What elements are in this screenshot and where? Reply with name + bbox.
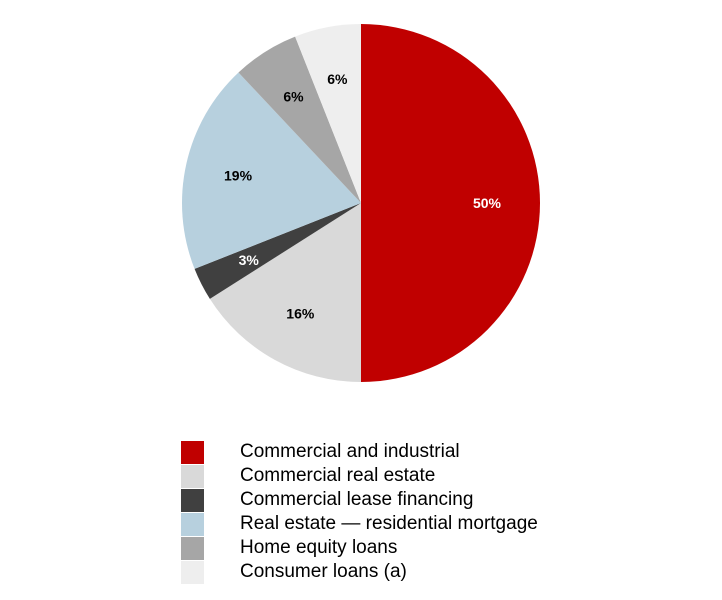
legend-item-commercial-lease-financing: Commercial lease financing xyxy=(181,488,538,512)
pie-chart: 50% 16% 3% 19% 6% 6% xyxy=(182,24,540,382)
pie-slice-commercial-real-estate xyxy=(209,203,361,382)
slice-label-commercial-lease-financing: 3% xyxy=(239,252,260,268)
legend-swatch xyxy=(181,512,204,536)
slice-label-home-equity-loans: 6% xyxy=(283,89,304,105)
legend-label: Home equity loans xyxy=(240,537,398,558)
pie-slice-home-equity-loans xyxy=(238,36,361,203)
legend-label: Commercial lease financing xyxy=(240,489,474,510)
legend-item-real-estate-residential-mortgage: Real estate — residential mortgage xyxy=(181,512,538,536)
legend-item-home-equity-loans: Home equity loans xyxy=(181,536,538,560)
pie-svg: 50% 16% 3% 19% 6% 6% xyxy=(182,24,540,382)
slice-label-consumer-loans-a: 6% xyxy=(327,71,348,87)
pie-slice-commercial-lease-financing xyxy=(194,203,361,299)
legend-item-commercial-real-estate: Commercial real estate xyxy=(181,464,538,488)
legend-swatch xyxy=(181,536,204,560)
slice-label-commercial-real-estate: 16% xyxy=(286,305,315,321)
legend-swatch xyxy=(181,464,204,488)
legend-label: Commercial real estate xyxy=(240,465,436,486)
pie-slice-commercial-and-industrial xyxy=(361,24,540,382)
pie-slice-consumer-loans-a xyxy=(295,24,361,203)
legend-swatch xyxy=(181,440,204,464)
legend-label: Commercial and industrial xyxy=(240,441,460,462)
legend-swatch xyxy=(181,488,204,512)
legend-item-commercial-and-industrial: Commercial and industrial xyxy=(181,440,538,464)
slice-label-commercial-and-industrial: 50% xyxy=(473,195,502,211)
legend-label: Consumer loans (a) xyxy=(240,561,407,582)
slice-label-real-estate-residential-mortgage: 19% xyxy=(224,168,253,184)
legend-swatch xyxy=(181,560,204,584)
legend-label: Real estate — residential mortgage xyxy=(240,513,538,534)
legend-item-consumer-loans-a: Consumer loans (a) xyxy=(181,560,538,584)
pie-slice-real-estate-residential-mortgage xyxy=(182,72,361,269)
chart-legend: Commercial and industrial Commercial real… xyxy=(181,440,538,584)
